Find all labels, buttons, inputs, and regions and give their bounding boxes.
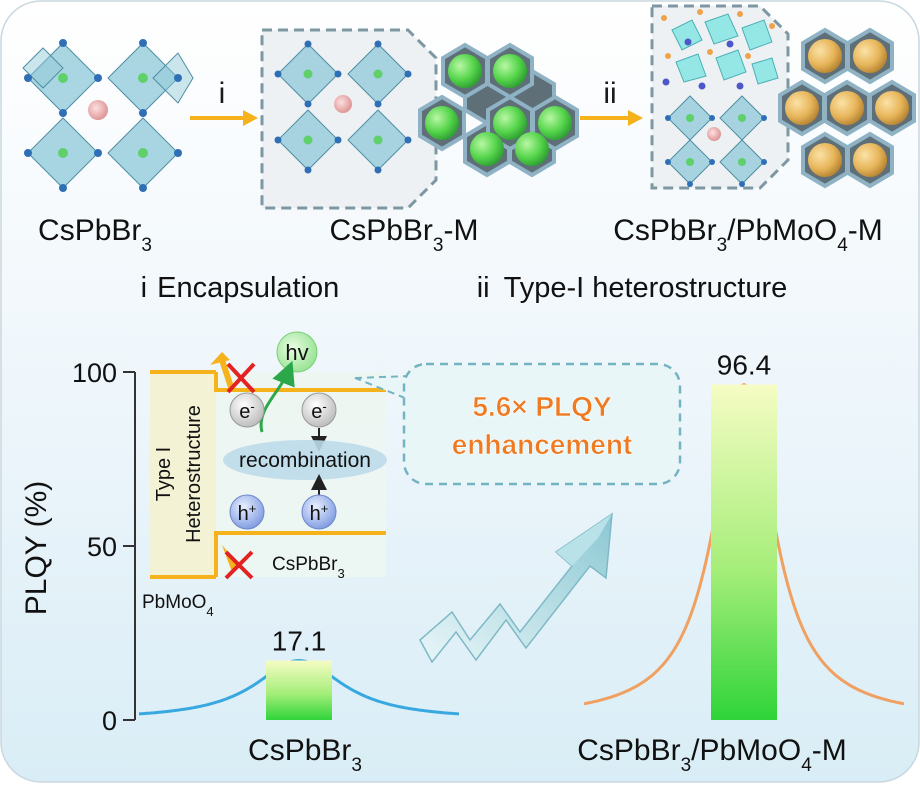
encapsulated-structure — [260, 28, 579, 210]
recombination-zone — [223, 440, 387, 480]
y-axis-label: PLQY (%) — [20, 481, 53, 616]
value-label: 96.4 — [717, 350, 772, 381]
outer-material-label: PbMoO4 — [142, 592, 214, 619]
bar — [711, 384, 777, 720]
value-label: 17.1 — [272, 625, 327, 656]
step-label-i: i — [219, 77, 226, 110]
distribution-curve — [583, 382, 905, 706]
callout-line-2: enhancement — [452, 429, 633, 460]
type-label: Type I — [153, 447, 175, 501]
step-caption-ii: ii Type-I heterostructure — [477, 272, 788, 304]
perovskite-crystal-1 — [22, 39, 194, 192]
compound-label-2: CsPbBr3-M — [330, 214, 479, 256]
callout-line-1: 5.6× PLQY — [472, 391, 612, 422]
hole-icon-1 — [229, 494, 265, 530]
value-labels: 17.1 96.4 — [272, 350, 772, 657]
photon-label: hv — [285, 340, 308, 365]
step-arrow-i: i — [190, 77, 258, 126]
compound-label-3: CsPbBr3/PbMoO4-M — [613, 214, 883, 256]
step-arrow-ii: ii — [580, 77, 643, 126]
heterostructure-label: Heterostructure — [183, 405, 205, 543]
y-tick-label: 50 — [87, 532, 117, 562]
enhancement-arrow — [419, 512, 613, 664]
y-tick-label: 0 — [102, 706, 117, 736]
x-category-label-1: CsPbBr3 — [248, 734, 362, 776]
step-caption-i: i Encapsulation — [141, 272, 340, 304]
step-label-ii: ii — [603, 77, 616, 110]
hole-label-2: h+ — [310, 501, 329, 526]
y-ticks: 0 50 100 — [72, 358, 135, 736]
electron-icon-2 — [301, 392, 337, 428]
electron-icon-1 — [229, 392, 265, 428]
y-tick-label: 100 — [72, 358, 117, 388]
bars — [266, 384, 777, 720]
enhancement-callout: 5.6× PLQY enhancement — [354, 362, 682, 486]
compound-label-1: CsPbBr3 — [38, 214, 152, 256]
electron-label-1: e- — [239, 399, 254, 424]
hole-label-1: h+ — [238, 501, 257, 526]
hole-icon-2 — [301, 494, 337, 530]
electron-label-2: e- — [311, 399, 326, 424]
bar — [266, 660, 332, 720]
x-category-label-2: CsPbBr3/PbMoO4-M — [577, 734, 847, 776]
recombination-label: recombination — [239, 449, 371, 472]
band-diagram-inset: hv e- e- recombination h+ h+ Type I Hete… — [142, 331, 387, 619]
heterostructure — [650, 4, 916, 190]
plqy-chart: 0 50 100 PLQY (%) 17.1 96.4 CsPbBr3 CsPbBr3… — [20, 350, 905, 776]
inner-material-label: CsPbBr3 — [272, 554, 345, 581]
